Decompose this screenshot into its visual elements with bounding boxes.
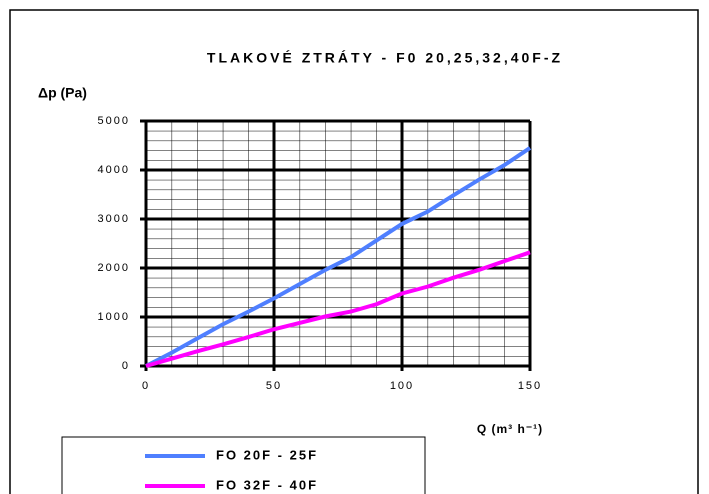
x-tick-label: 0 [142, 380, 150, 392]
x-axis-label: Q (m³ h⁻¹) [477, 422, 543, 436]
chart-title: TLAKOVÉ ZTRÁTY - F0 20,25,32,40F-Z [207, 50, 563, 66]
y-tick-label: 0 [122, 360, 130, 372]
x-tick-label: 50 [266, 380, 282, 392]
y-tick-label: 2000 [98, 262, 130, 274]
legend-box [61, 436, 426, 494]
y-tick-label: 3000 [98, 213, 130, 225]
series-line [145, 146, 532, 368]
x-tick-label: 100 [390, 380, 414, 392]
legend-label: FO 20F - 25F [216, 447, 318, 462]
minor-grid [146, 121, 530, 366]
y-tick-label: 5000 [98, 115, 130, 127]
y-tick-label: 4000 [98, 164, 130, 176]
series-line [145, 250, 531, 368]
legend-label: FO 32F - 40F [216, 477, 318, 492]
y-axis-label: Δp (Pa) [38, 85, 87, 101]
y-tick-label: 1000 [98, 311, 130, 323]
x-tick-label: 150 [518, 380, 542, 392]
